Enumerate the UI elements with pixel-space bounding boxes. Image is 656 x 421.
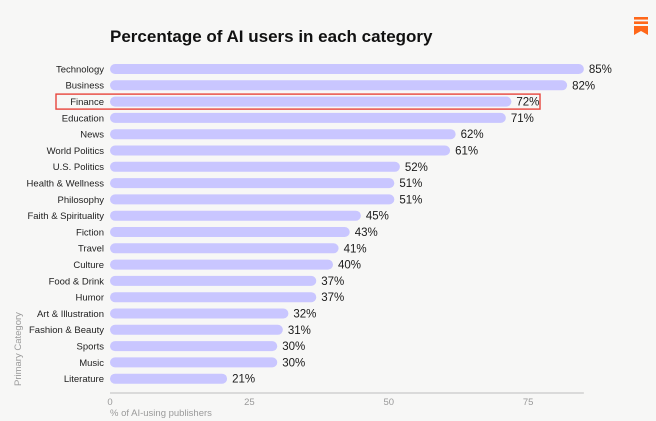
value-label-health-wellness: 51%: [399, 178, 422, 190]
category-label-news: News: [80, 130, 104, 141]
bar-technology: [110, 64, 584, 74]
bar-business: [110, 80, 568, 91]
value-label-sports: 30%: [282, 341, 305, 353]
category-label-travel: Travel: [78, 244, 104, 255]
value-label-faith-spirituality: 45%: [366, 211, 389, 223]
bar-music: [110, 357, 278, 368]
value-label-philosophy: 51%: [399, 194, 422, 206]
bar-world-politics: [110, 145, 451, 156]
y-axis-title: Primary Category: [13, 312, 24, 386]
category-label-business: Business: [65, 81, 104, 92]
bar-art-illustration: [110, 308, 289, 319]
category-label-literature: Literature: [64, 374, 104, 385]
category-label-world-politics: World Politics: [47, 146, 105, 157]
value-label-travel: 41%: [344, 243, 367, 255]
value-label-finance: 72%: [516, 97, 539, 109]
bar-news: [110, 129, 456, 140]
category-label-fashion-beauty: Fashion & Beauty: [29, 325, 104, 336]
category-label-music: Music: [79, 358, 104, 369]
value-label-world-politics: 61%: [455, 146, 478, 158]
bar-sports: [110, 341, 278, 352]
value-label-business: 82%: [572, 80, 595, 92]
bar-education: [110, 112, 506, 123]
value-label-art-illustration: 32%: [293, 309, 316, 321]
category-label-technology: Technology: [56, 64, 104, 75]
value-label-food-drink: 37%: [321, 276, 344, 288]
value-label-technology: 85%: [589, 64, 612, 76]
value-label-education: 71%: [511, 113, 534, 125]
value-label-literature: 21%: [232, 374, 255, 386]
value-label-news: 62%: [461, 129, 484, 141]
x-tick-label-0: 0: [107, 397, 112, 408]
value-label-u-s-politics: 52%: [405, 162, 428, 174]
category-label-fiction: Fiction: [76, 227, 104, 238]
bar-fiction: [110, 227, 350, 237]
bar-faith-spirituality: [110, 210, 361, 221]
bar-finance: [110, 96, 512, 107]
bar-humor: [110, 292, 317, 303]
category-label-humor: Humor: [75, 293, 104, 304]
bar-culture: [110, 259, 333, 270]
bar-health-wellness: [110, 178, 395, 189]
bar-food-drink: [110, 275, 317, 286]
bar-fashion-beauty: [110, 324, 283, 335]
category-label-food-drink: Food & Drink: [49, 276, 105, 287]
substack-logo-icon: [634, 17, 648, 35]
bar-philosophy: [110, 194, 395, 205]
value-label-humor: 37%: [321, 292, 344, 304]
highlight-box-finance: [55, 93, 541, 110]
x-axis-title: % of AI-using publishers: [110, 408, 212, 419]
value-label-fiction: 43%: [355, 227, 378, 239]
category-label-education: Education: [62, 113, 104, 124]
category-label-u-s-politics: U.S. Politics: [53, 162, 104, 173]
category-label-health-wellness: Health & Wellness: [27, 179, 105, 190]
category-label-art-illustration: Art & Illustration: [37, 309, 104, 320]
chart-title: Percentage of AI users in each category: [110, 27, 433, 46]
category-label-philosophy: Philosophy: [58, 195, 105, 206]
value-label-culture: 40%: [338, 260, 361, 272]
bar-travel: [110, 243, 339, 254]
value-label-fashion-beauty: 31%: [288, 325, 311, 337]
bar-literature: [110, 373, 228, 384]
category-label-sports: Sports: [77, 342, 105, 353]
category-label-faith-spirituality: Faith & Spirituality: [27, 211, 104, 222]
x-tick-label-25: 25: [244, 397, 255, 408]
x-tick-label-50: 50: [383, 397, 394, 408]
x-tick-label-75: 75: [523, 397, 534, 408]
category-label-culture: Culture: [73, 260, 104, 271]
category-label-finance: Finance: [70, 97, 104, 108]
value-label-music: 30%: [282, 357, 305, 369]
bar-u-s-politics: [110, 161, 400, 172]
